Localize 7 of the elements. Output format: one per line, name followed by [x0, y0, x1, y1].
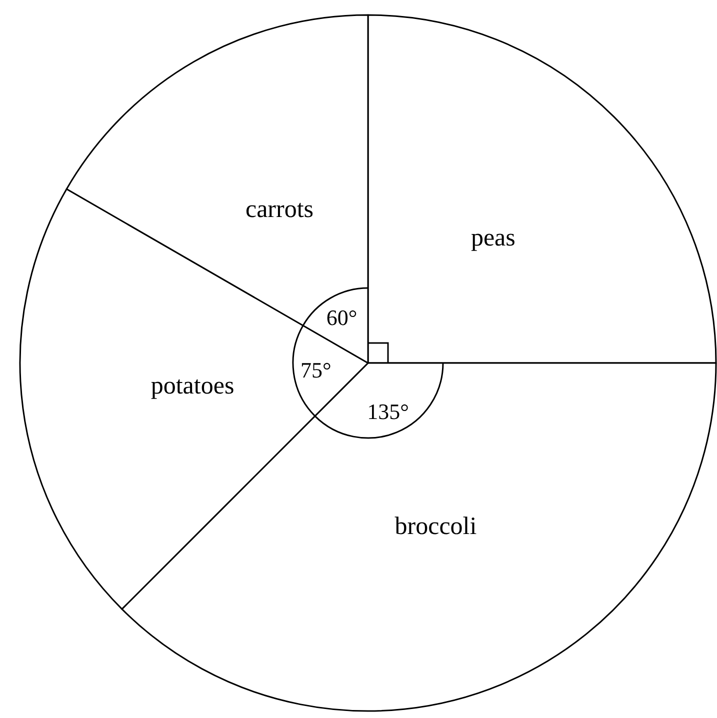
slice-label: peas	[470, 224, 516, 252]
data-label: 60°	[326, 305, 358, 330]
data-label: 135°	[367, 399, 409, 424]
data-label: 75°	[300, 357, 332, 382]
slice-label: broccoli	[394, 513, 477, 540]
slice-label: carrots	[245, 196, 314, 224]
slice-label: potatoes	[150, 372, 234, 400]
